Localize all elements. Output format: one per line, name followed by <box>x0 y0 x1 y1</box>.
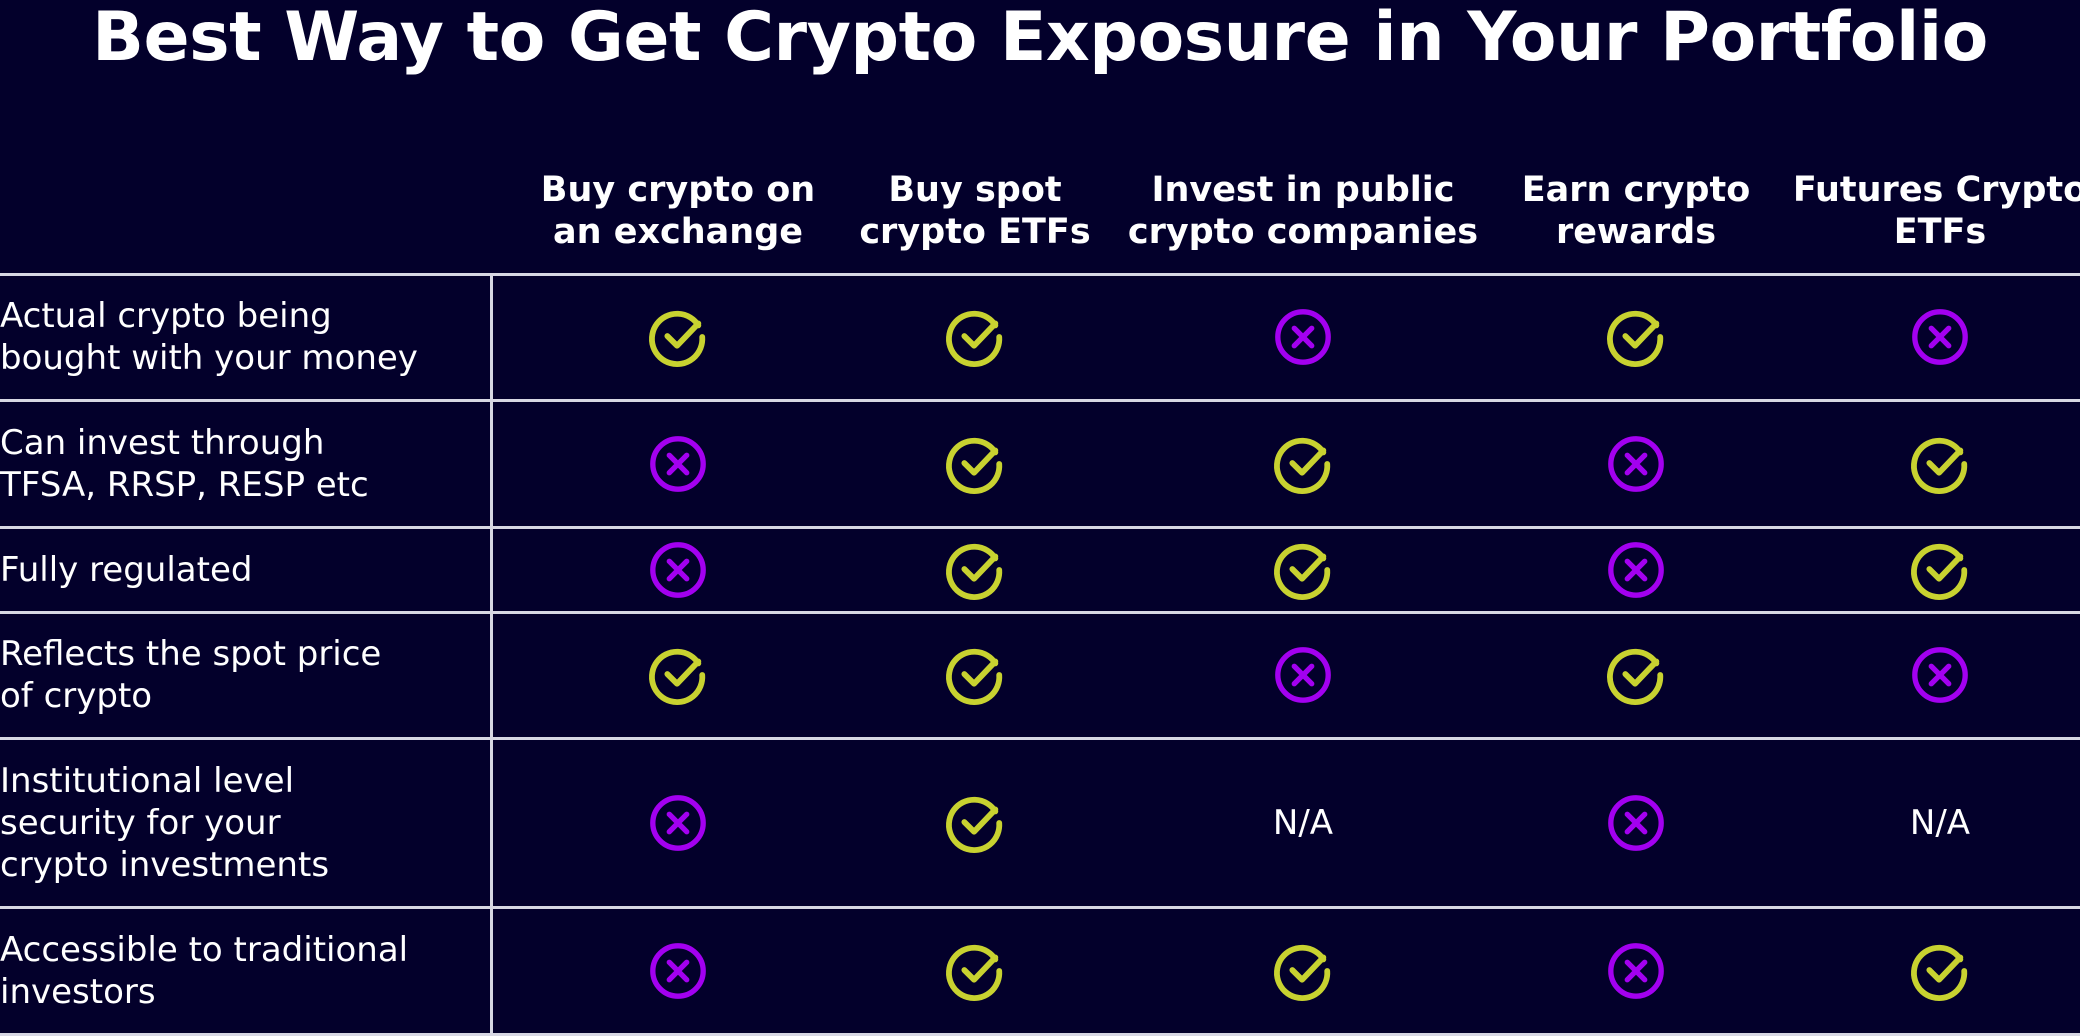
row-label: Institutional level security for your cr… <box>0 760 330 885</box>
cross-icon <box>1243 274 1363 400</box>
cross-svg <box>1608 942 1664 999</box>
cross-icon <box>1576 907 1696 1034</box>
row-label: Accessible to traditional investors <box>0 929 409 1012</box>
check-svg <box>1911 944 1968 1001</box>
check-icon <box>618 612 738 738</box>
cross-icon <box>1880 612 2000 738</box>
check-icon <box>915 527 1035 612</box>
na-text: N/A <box>1243 738 1363 907</box>
row-divider <box>0 1033 2080 1036</box>
cross-icon <box>618 527 738 612</box>
cross-icon <box>1880 274 2000 400</box>
cross-icon <box>1576 527 1696 612</box>
check-svg <box>1607 648 1664 705</box>
check-icon <box>1576 612 1696 738</box>
cross-svg <box>650 435 706 492</box>
check-icon <box>1880 527 2000 612</box>
check-svg <box>946 648 1003 705</box>
cross-svg <box>1608 541 1664 598</box>
cross-icon <box>1576 400 1696 527</box>
row-label: Actual crypto being bought with your mon… <box>0 296 418 378</box>
check-svg <box>649 310 706 367</box>
row-divider <box>0 737 2080 740</box>
page-title: Best Way to Get Crypto Exposure in Your … <box>92 0 1988 77</box>
check-svg <box>1274 543 1331 600</box>
cross-svg <box>1608 435 1664 492</box>
row-label: Fully regulated <box>0 549 253 590</box>
check-icon <box>1880 400 2000 527</box>
check-icon <box>915 612 1035 738</box>
check-icon <box>1880 907 2000 1034</box>
check-svg <box>1274 944 1331 1001</box>
check-icon <box>1243 527 1363 612</box>
check-svg <box>1274 437 1331 494</box>
check-svg <box>946 944 1003 1001</box>
cross-svg <box>1912 309 1968 365</box>
cross-icon <box>618 738 738 907</box>
cross-icon <box>618 907 738 1034</box>
row-divider <box>0 526 2080 529</box>
check-svg <box>1607 310 1664 367</box>
check-icon <box>618 274 738 400</box>
check-svg <box>649 648 706 705</box>
row-divider <box>0 906 2080 909</box>
column-header: Futures Crypto ETFs <box>1792 170 2080 252</box>
check-svg <box>946 796 1003 853</box>
row-divider <box>0 273 2080 276</box>
cross-icon <box>1243 612 1363 738</box>
column-header: Buy spot crypto ETFs <box>859 170 1091 252</box>
check-svg <box>1911 543 1968 600</box>
na-text: N/A <box>1880 738 2000 907</box>
check-svg <box>1911 437 1968 494</box>
cross-svg <box>650 942 706 999</box>
cross-svg <box>1912 647 1968 703</box>
check-icon <box>915 400 1035 527</box>
row-divider <box>0 611 2080 614</box>
check-icon <box>915 907 1035 1034</box>
column-header: Buy crypto on an exchange <box>540 170 816 252</box>
cross-svg <box>650 794 706 851</box>
label-column-divider <box>490 274 493 1036</box>
row-label: Reflects the spot price of crypto <box>0 634 382 716</box>
cross-svg <box>1275 647 1331 703</box>
check-svg <box>946 543 1003 600</box>
check-icon <box>1576 274 1696 400</box>
row-label: Can invest through TFSA, RRSP, RESP etc <box>0 422 369 505</box>
check-svg <box>946 437 1003 494</box>
na-label: N/A <box>1909 802 1971 843</box>
column-header: Earn crypto rewards <box>1521 170 1751 252</box>
cross-icon <box>618 400 738 527</box>
check-icon <box>915 274 1035 400</box>
check-icon <box>1243 400 1363 527</box>
column-header: Invest in public crypto companies <box>1127 170 1479 252</box>
check-icon <box>915 738 1035 907</box>
check-svg <box>946 310 1003 367</box>
row-divider <box>0 399 2080 402</box>
cross-svg <box>1275 309 1331 365</box>
cross-icon <box>1576 738 1696 907</box>
check-icon <box>1243 907 1363 1034</box>
cross-svg <box>650 541 706 598</box>
na-label: N/A <box>1272 802 1334 843</box>
cross-svg <box>1608 794 1664 851</box>
